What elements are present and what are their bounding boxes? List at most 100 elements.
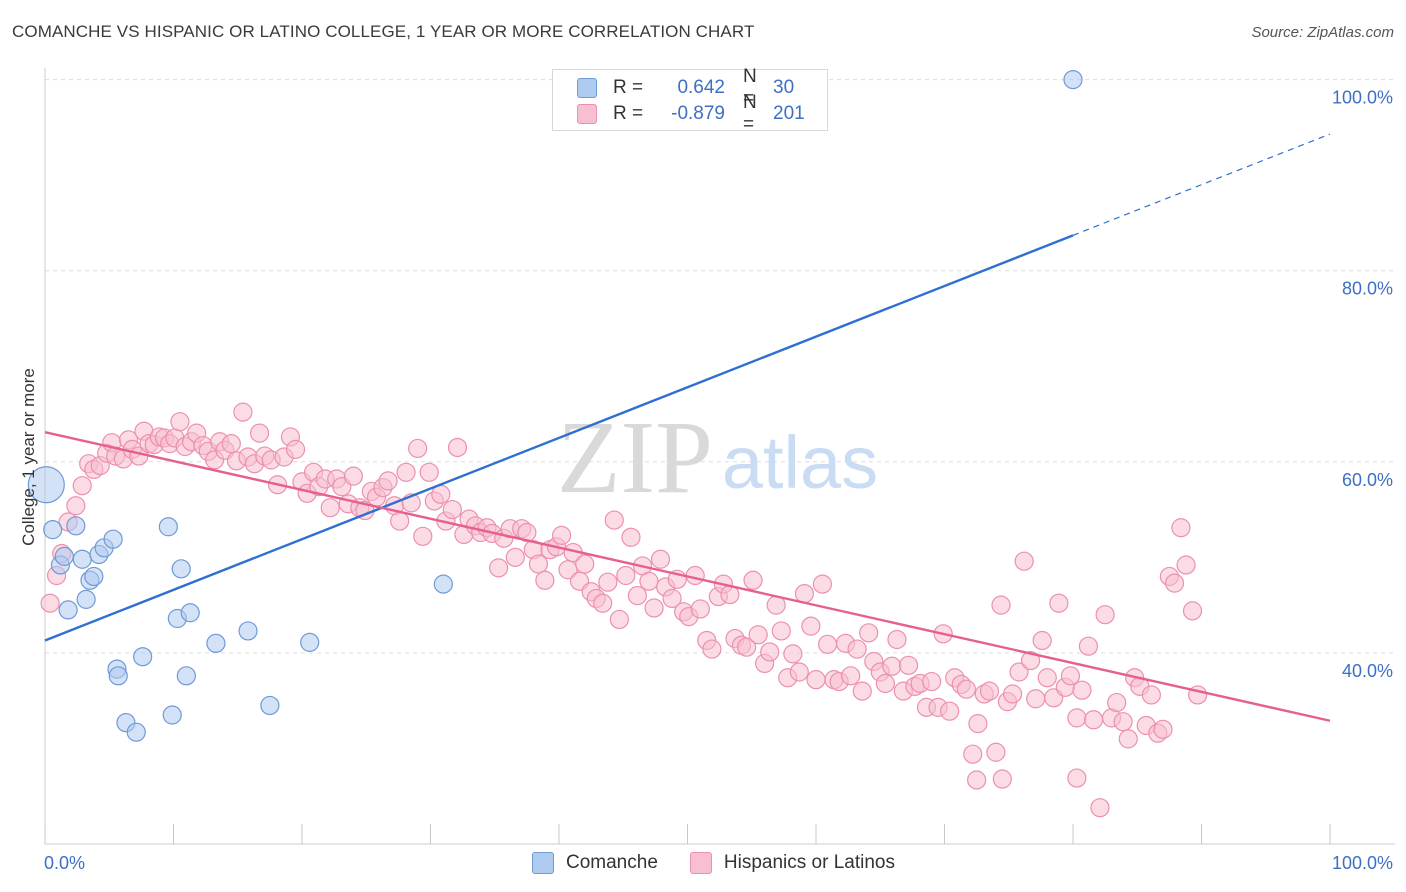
hispanic-point xyxy=(1037,668,1057,688)
watermark-atlas: atlas xyxy=(722,421,878,504)
hispanic-point xyxy=(535,570,555,590)
legend-item-comanche[interactable]: Comanche xyxy=(532,852,658,874)
hispanic-point xyxy=(743,570,763,590)
hispanic-point xyxy=(170,412,190,432)
comanche-point xyxy=(108,666,128,686)
comanche-swatch xyxy=(577,78,597,98)
hispanic-point xyxy=(221,434,241,454)
hispanic-point xyxy=(320,498,340,518)
hispanic-point xyxy=(1083,710,1104,730)
hispanic-point xyxy=(847,639,867,659)
hispanic-point xyxy=(644,598,664,618)
n-label: N = xyxy=(743,92,757,135)
hispanic-point xyxy=(575,554,595,574)
hispanic-point xyxy=(794,584,815,604)
comanche-point xyxy=(433,574,453,594)
hispanic-point xyxy=(1182,601,1203,621)
hispanic-point xyxy=(690,599,710,619)
hispanic-point xyxy=(1153,719,1173,739)
comanche-point xyxy=(162,705,182,725)
comanche-point xyxy=(27,466,65,504)
series-legend: Comanche Hispanics or Latinos xyxy=(532,852,927,874)
r-value: -0.879 xyxy=(671,103,725,124)
hispanic-point xyxy=(968,714,988,734)
comanche-point xyxy=(66,516,86,536)
legend-row-comanche: R = 0.642 N = 30 xyxy=(577,66,794,109)
hispanic-point xyxy=(812,574,833,594)
comanche-swatch xyxy=(532,852,554,874)
hispanic-point xyxy=(639,571,659,591)
comanche-points xyxy=(27,69,1083,742)
source-label: Source: ZipAtlas.com xyxy=(1251,24,1394,41)
comanche-point xyxy=(76,589,96,609)
legend-label-hispanic: Hispanics or Latinos xyxy=(723,852,895,873)
hispanic-point xyxy=(783,644,803,664)
comanche-point xyxy=(54,546,74,566)
hispanic-point xyxy=(1141,685,1161,705)
hispanic-point xyxy=(817,634,838,654)
comanche-point xyxy=(58,600,78,620)
hispanic-point xyxy=(1164,573,1185,593)
chart-title: COMANCHE VS HISPANIC OR LATINO COLLEGE, … xyxy=(12,22,755,41)
comanche-point xyxy=(158,517,178,537)
hispanic-point xyxy=(627,585,647,606)
hispanic-point xyxy=(604,510,624,530)
comanche-point xyxy=(300,632,320,652)
axes xyxy=(44,68,1395,845)
comanche-point xyxy=(84,566,104,587)
comanche-point xyxy=(171,559,191,579)
hispanic-point xyxy=(967,770,987,790)
hispanic-point xyxy=(898,655,919,675)
y-tick-label: 80.0% xyxy=(1342,279,1393,299)
hispanic-point xyxy=(447,437,468,458)
hispanic-point xyxy=(551,525,572,545)
hispanic-point xyxy=(841,666,861,686)
hispanic-point xyxy=(378,471,398,491)
hispanic-point xyxy=(1003,684,1023,704)
comanche-point xyxy=(103,529,123,549)
hispanic-point xyxy=(1060,666,1081,686)
watermark-zip: ZIP xyxy=(557,400,713,515)
hispanic-point xyxy=(233,402,253,422)
hispanic-point xyxy=(760,642,780,662)
hispanic-trend-line xyxy=(44,431,1331,722)
y-axis-label: College, 1 year or more xyxy=(19,368,38,546)
hispanic-point xyxy=(1067,708,1087,728)
x-tick-label: 100.0% xyxy=(1332,853,1393,873)
legend-item-hispanic[interactable]: Hispanics or Latinos xyxy=(689,852,895,874)
hispanic-point xyxy=(609,609,629,630)
hispanic-point xyxy=(616,565,636,586)
hispanic-point xyxy=(505,547,525,567)
hispanic-point xyxy=(1020,650,1041,671)
comanche-point xyxy=(176,666,196,686)
hispanic-point xyxy=(956,679,976,699)
hispanic-point xyxy=(1067,768,1087,788)
r-label: R = xyxy=(613,103,644,124)
comanche-point xyxy=(126,722,146,742)
comanche-trend-line xyxy=(44,234,1074,642)
hispanic-point xyxy=(1032,630,1052,651)
hispanic-point xyxy=(489,558,509,578)
hispanic-point xyxy=(1026,689,1046,709)
legend-row-hispanic: R = -0.879 N = 201 xyxy=(577,92,805,135)
comanche-point xyxy=(206,633,226,653)
legend-label-comanche: Comanche xyxy=(566,852,658,873)
hispanic-point xyxy=(875,673,895,694)
hispanic-point xyxy=(1090,798,1110,818)
hispanic-point xyxy=(1107,692,1127,713)
hispanic-point xyxy=(685,565,705,586)
hispanic-point xyxy=(986,742,1006,762)
hispanic-point xyxy=(979,681,1000,701)
hispanic-point xyxy=(662,588,682,609)
comanche-point xyxy=(43,520,63,540)
hispanic-point xyxy=(419,462,439,482)
comanche-trend-extension xyxy=(1072,133,1331,236)
hispanic-point xyxy=(702,639,722,659)
hispanic-point xyxy=(650,549,671,569)
y-tick-label: 100.0% xyxy=(1332,88,1393,108)
hispanic-point xyxy=(806,670,826,690)
trend-lines xyxy=(44,133,1331,722)
hispanic-point xyxy=(249,423,270,443)
hispanic-point xyxy=(413,526,433,546)
hispanic-point xyxy=(887,629,907,650)
